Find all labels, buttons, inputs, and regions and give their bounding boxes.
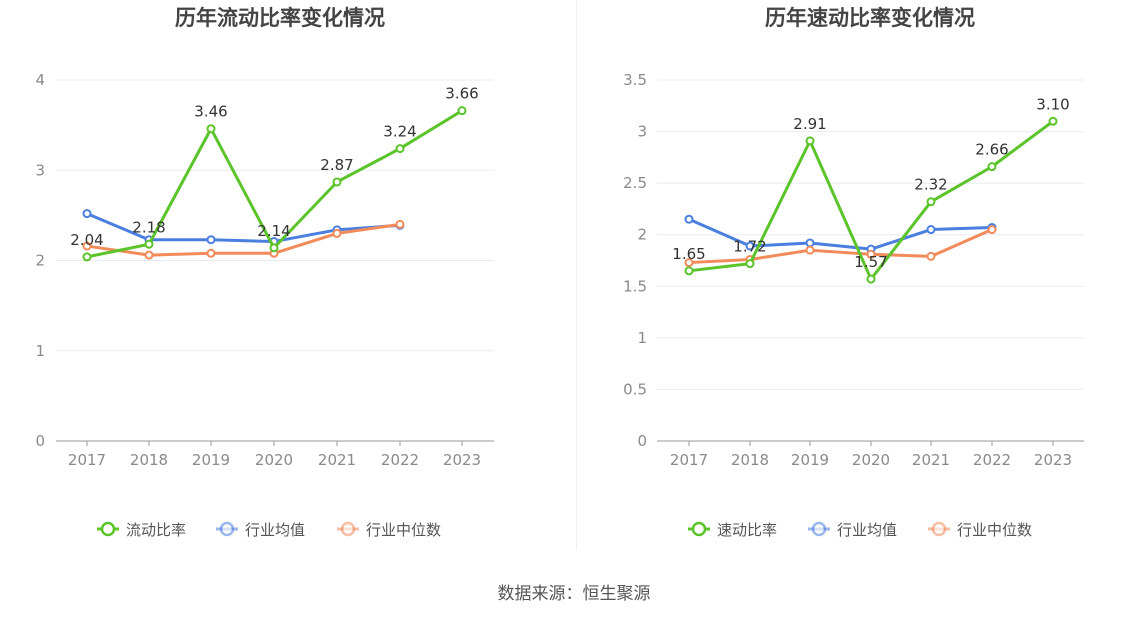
y-tick-label: 1 (637, 329, 647, 347)
data-point (987, 225, 997, 235)
data-point (866, 249, 876, 259)
legend-label: 行业均值 (245, 521, 305, 539)
y-tick-label: 2 (35, 252, 45, 270)
data-point (332, 228, 342, 238)
x-tick-label: 2022 (381, 451, 419, 469)
x-tick-label: 2017 (68, 451, 106, 469)
legend-label: 速动比率 (717, 521, 777, 539)
legend-marker (931, 521, 947, 537)
data-point (745, 259, 755, 269)
data-point (684, 214, 694, 224)
current-ratio-chart-svg: 历年流动比率变化情况 0 1 2 3 4 2017 2018 2019 2020 2021 2022 2… (35, 6, 494, 539)
y-tick-label: 0 (35, 432, 45, 450)
x-tick-label: 2020 (255, 451, 293, 469)
legend-marker (340, 521, 356, 537)
series-line (86, 212, 401, 244)
data-point (805, 245, 815, 255)
series-line (688, 228, 993, 265)
data-point (684, 266, 694, 276)
data-point (144, 239, 154, 249)
x-tick-label: 2021 (318, 451, 356, 469)
data-point (82, 209, 92, 219)
current-ratio-chart: 历年流动比率变化情况 0 1 2 3 4 2017 2018 2019 2020 2021 2022 2… (0, 0, 574, 560)
data-label: 3.46 (194, 103, 227, 121)
x-tick-label: 2020 (852, 451, 890, 469)
data-point (866, 274, 876, 284)
y-tick-label: 0 (637, 432, 647, 450)
data-point (395, 144, 405, 154)
x-tick-label: 2023 (1034, 451, 1072, 469)
data-point (745, 241, 755, 251)
series-line (688, 217, 993, 251)
legend-label: 行业中位数 (957, 521, 1032, 539)
legend-marker (691, 521, 707, 537)
data-point (805, 238, 815, 248)
data-label: 3.24 (383, 123, 416, 141)
x-tick-label: 2018 (731, 451, 769, 469)
data-point (206, 248, 216, 258)
data-label: 1.57 (854, 253, 887, 271)
legend-label: 流动比率 (126, 521, 186, 539)
data-point (206, 235, 216, 245)
chart-title: 历年流动比率变化情况 (175, 6, 385, 30)
data-point (684, 258, 694, 268)
data-label: 2.91 (793, 115, 826, 133)
data-point (805, 136, 815, 146)
legend-marker (100, 521, 116, 537)
data-point (926, 225, 936, 235)
series-line (86, 222, 401, 257)
data-label: 2.04 (70, 231, 103, 249)
quick-ratio-chart: 历年速动比率变化情况 0 0.5 1 1.5 2 2.5 3 3.5 2017 2018 2019 20… (574, 0, 1148, 560)
x-tick-label: 2021 (912, 451, 950, 469)
data-label: 3.10 (1036, 95, 1069, 113)
y-tick-label: 1.5 (623, 277, 647, 295)
x-tick-label: 2022 (973, 451, 1011, 469)
legend-label: 行业均值 (837, 521, 897, 539)
quick-ratio-chart-svg: 历年速动比率变化情况 0 0.5 1 1.5 2 2.5 3 3.5 2017 2018 2019 20… (623, 6, 1084, 539)
data-point (332, 177, 342, 187)
y-tick-label: 0.5 (623, 380, 647, 398)
data-label: 1.65 (672, 245, 705, 263)
data-point (1048, 116, 1058, 126)
legend-marker (811, 521, 827, 537)
data-point (82, 241, 92, 251)
legend-label: 行业中位数 (366, 521, 441, 539)
data-source: 数据来源：恒生聚源 (497, 584, 651, 604)
data-point (395, 219, 405, 229)
x-tick-label: 2019 (192, 451, 230, 469)
y-tick-label: 3.5 (623, 71, 647, 89)
x-tick-label: 2018 (130, 451, 168, 469)
data-point (206, 124, 216, 134)
y-tick-label: 2.5 (623, 174, 647, 192)
y-tick-label: 4 (35, 71, 45, 89)
data-point (987, 162, 997, 172)
data-label: 2.18 (132, 218, 165, 236)
chart-title: 历年速动比率变化情况 (765, 6, 975, 30)
legend-marker (219, 521, 235, 537)
y-tick-label: 2 (637, 226, 647, 244)
data-label: 2.66 (975, 141, 1008, 159)
data-label: 2.87 (320, 156, 353, 174)
x-tick-label: 2019 (791, 451, 829, 469)
data-label: 2.32 (914, 176, 947, 194)
data-point (82, 252, 92, 262)
data-point (926, 197, 936, 207)
data-point (144, 250, 154, 260)
data-point (269, 243, 279, 253)
x-tick-label: 2023 (443, 451, 481, 469)
y-tick-label: 3 (637, 123, 647, 141)
data-point (457, 106, 467, 116)
data-label: 1.72 (733, 238, 766, 256)
y-tick-label: 1 (35, 342, 45, 360)
chart-divider (576, 0, 577, 550)
data-label: 2.14 (257, 222, 290, 240)
y-tick-label: 3 (35, 161, 45, 179)
data-label: 3.66 (445, 85, 478, 103)
data-point (926, 251, 936, 261)
x-tick-label: 2017 (670, 451, 708, 469)
